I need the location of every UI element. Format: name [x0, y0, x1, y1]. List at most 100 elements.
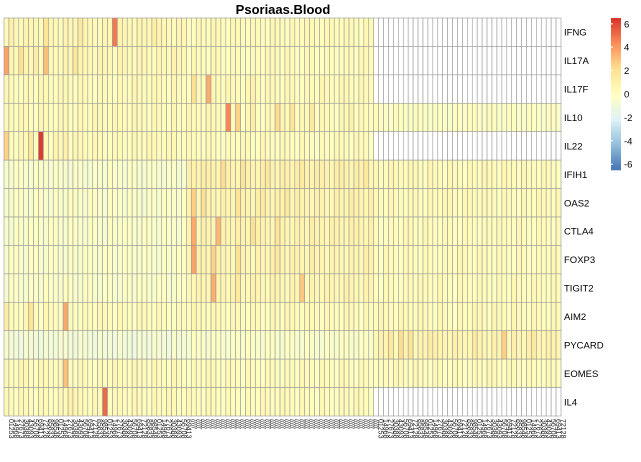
heatmap-cell: [235, 387, 241, 417]
heatmap-cell: [462, 387, 468, 417]
heatmap-cell: [97, 159, 103, 189]
heatmap-cell: [481, 102, 488, 133]
heatmap-cell: [437, 159, 443, 189]
heatmap-cell: [476, 273, 483, 303]
column-label: 72128: [510, 419, 517, 439]
heatmap-cell: [511, 216, 517, 246]
heatmap-cell: [555, 188, 562, 218]
heatmap-cell: [151, 102, 158, 133]
heatmap-cell: [200, 102, 207, 133]
heatmap-cell: [8, 387, 15, 417]
heatmap-cell: [299, 17, 305, 47]
heatmap-cell: [250, 131, 256, 161]
legend-gradient-step: [611, 23, 621, 26]
heatmap-cell: [289, 387, 296, 417]
heatmap-cell: [353, 188, 360, 218]
heatmap-cell: [166, 74, 172, 104]
heatmap-cell: [506, 245, 513, 275]
heatmap-cell: [457, 74, 463, 104]
heatmap-cell: [156, 102, 163, 133]
heatmap-cell: [348, 301, 355, 332]
heatmap-cell: [23, 216, 29, 246]
heatmap-cell: [452, 131, 458, 161]
heatmap-cell: [117, 330, 123, 360]
heatmap-cell: [526, 74, 532, 104]
heatmap-cell: [186, 330, 192, 360]
heatmap-cell: [486, 74, 493, 104]
heatmap-cell: [151, 159, 158, 189]
heatmap-cell: [8, 131, 15, 161]
heatmap-cell: [398, 74, 404, 104]
column-label: 01253: [155, 419, 162, 439]
heatmap-cell: [166, 216, 172, 246]
heatmap-cell: [471, 358, 478, 388]
heatmap-cell: [422, 216, 429, 246]
heatmap-cell: [176, 17, 182, 47]
heatmap-cell: [511, 273, 517, 303]
heatmap-cell: [491, 102, 498, 133]
heatmap-cell: [38, 273, 44, 303]
heatmap-cell: [235, 74, 241, 104]
legend-gradient-step: [611, 152, 621, 156]
heatmap-cell: [294, 245, 301, 275]
heatmap-cell: [506, 273, 513, 303]
heatmap-cell: [269, 17, 276, 47]
heatmap-cell: [471, 188, 478, 218]
heatmap-cell: [28, 131, 34, 161]
heatmap-cell: [358, 131, 365, 161]
heatmap-cell: [166, 131, 172, 161]
heatmap-cell: [3, 46, 10, 76]
heatmap-cell: [141, 387, 148, 417]
heatmap-cell: [333, 17, 340, 47]
heatmap-cell: [462, 245, 468, 275]
heatmap-cell: [462, 216, 468, 246]
heatmap-cell: [526, 46, 532, 76]
heatmap-cell: [471, 301, 478, 332]
heatmap-cell: [501, 159, 508, 189]
heatmap-cell: [250, 301, 256, 332]
heatmap-cell: [136, 131, 143, 161]
heatmap-cell: [28, 330, 34, 360]
heatmap-cell: [279, 188, 286, 218]
column-label: /////: [263, 419, 270, 429]
heatmap-cell: [531, 102, 537, 133]
column-label: 14968: [529, 419, 536, 439]
heatmap-cell: [43, 358, 49, 388]
heatmap-cell: [471, 273, 478, 303]
heatmap-cell: [3, 330, 10, 360]
heatmap-cell: [191, 358, 197, 388]
heatmap-cell: [452, 387, 458, 417]
heatmap-cell: [457, 46, 463, 76]
heatmap-cell: [141, 273, 148, 303]
heatmap-cell: [205, 387, 212, 417]
heatmap-cell: [274, 358, 281, 388]
heatmap-cell: [92, 273, 98, 303]
heatmap-cell: [117, 46, 123, 76]
heatmap-cell: [368, 245, 374, 275]
heatmap-cell: [82, 74, 89, 104]
heatmap-cells: [3, 17, 562, 417]
heatmap-cell: [52, 74, 59, 104]
heatmap-cell: [412, 245, 419, 275]
heatmap-cell: [195, 102, 202, 133]
heatmap-cell: [260, 131, 266, 161]
heatmap-cell: [77, 301, 84, 332]
heatmap-cell: [122, 387, 128, 417]
column-label: 30388: [539, 419, 546, 439]
heatmap-cell: [373, 301, 379, 332]
heatmap-cell: [437, 74, 443, 104]
column-label: 30388: [120, 419, 127, 439]
legend-gradient-step: [611, 96, 621, 100]
heatmap-cell: [299, 358, 305, 388]
heatmap-cell: [151, 273, 158, 303]
heatmap-cell: [491, 273, 498, 303]
heatmap-cell: [161, 74, 167, 104]
heatmap-cell: [28, 301, 34, 332]
heatmap-cell: [279, 330, 286, 360]
legend-gradient-step: [611, 106, 621, 110]
heatmap-cell: [427, 46, 434, 76]
heatmap-cell: [462, 273, 468, 303]
heatmap-cell: [467, 301, 473, 332]
heatmap-cell: [67, 358, 74, 388]
heatmap-cell: [393, 273, 399, 303]
